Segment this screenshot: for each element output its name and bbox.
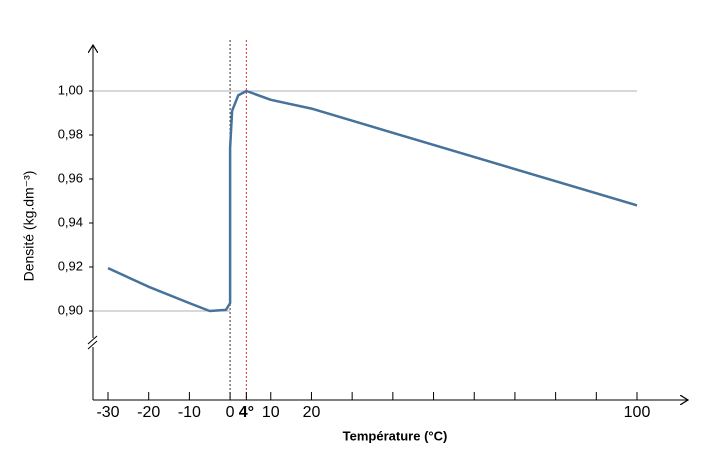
x-tick-label: -20 bbox=[137, 404, 160, 421]
y-tick-label: 0,90 bbox=[58, 302, 83, 317]
y-tick-label: 1,00 bbox=[58, 82, 83, 97]
x-tick-label: 10 bbox=[262, 404, 280, 421]
x-tick-label: 4° bbox=[239, 404, 254, 421]
y-axis-label: Densité (kg.dm⁻³) bbox=[21, 171, 37, 282]
x-tick-label: 100 bbox=[624, 404, 651, 421]
x-tick-label: 20 bbox=[303, 404, 321, 421]
data-line bbox=[107, 89, 638, 313]
axis-break bbox=[87, 340, 98, 350]
x-axis-label: Température (°C) bbox=[343, 428, 448, 443]
x-tick-label: -10 bbox=[178, 404, 201, 421]
y-tick-label: 0,96 bbox=[58, 170, 83, 185]
axis-break bbox=[87, 335, 98, 345]
y-tick-label: 0,92 bbox=[58, 258, 83, 273]
y-tick-label: 0,98 bbox=[58, 126, 83, 141]
x-tick-label: -30 bbox=[96, 404, 119, 421]
x-tick-label: 0 bbox=[226, 404, 235, 421]
y-tick-label: 0,94 bbox=[58, 214, 83, 229]
